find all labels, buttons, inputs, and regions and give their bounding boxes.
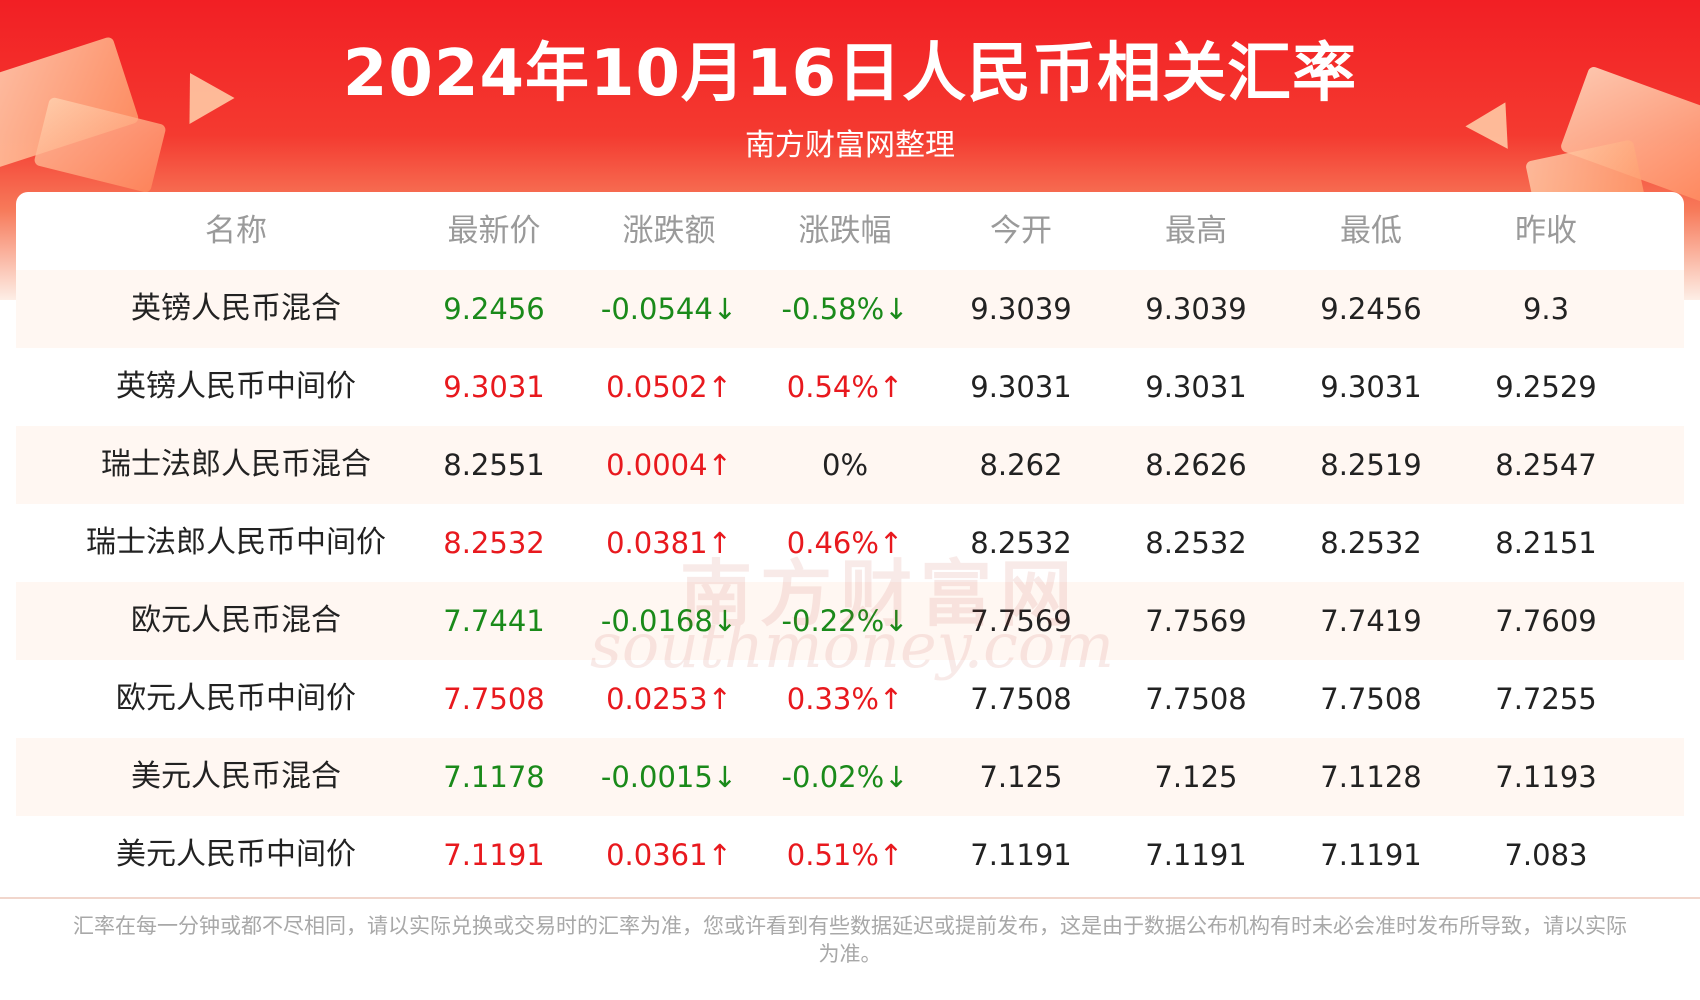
cell-high: 8.2532 <box>1145 526 1247 560</box>
cell-open: 7.125 <box>979 760 1063 794</box>
cell-high: 8.2626 <box>1145 448 1247 482</box>
cell-name: 瑞士法郎人民币混合 <box>101 447 371 482</box>
cell-previous-close: 9.3 <box>1522 292 1570 326</box>
cell-change-amount: 0.0004↑ <box>606 448 732 482</box>
cell-latest-price: 9.2456 <box>443 292 545 326</box>
cell-name: 英镑人民币混合 <box>131 291 341 326</box>
column-header-previous-close: 昨收 <box>1515 213 1577 249</box>
cell-name: 美元人民币中间价 <box>116 837 356 872</box>
page-title: 2024年10月16日人民币相关汇率 <box>342 37 1358 111</box>
cell-open: 9.3031 <box>970 370 1072 404</box>
cell-high: 7.7508 <box>1145 682 1247 716</box>
cell-high: 9.3039 <box>1145 292 1247 326</box>
cell-change-percent: 0% <box>821 448 869 482</box>
cell-change-percent: -0.02%↓ <box>781 760 909 794</box>
cell-change-percent: 0.54%↑ <box>786 370 904 404</box>
column-header-name: 名称 <box>205 213 267 249</box>
cell-high: 7.125 <box>1154 760 1238 794</box>
cell-name: 欧元人民币中间价 <box>116 681 356 716</box>
table-header-row: 名称 最新价 涨跌额 涨跌幅 今开 最高 最低 昨收 <box>16 192 1684 270</box>
table-row: 欧元人民币混合 7.7441 -0.0168↓ -0.22%↓ 7.7569 7.7569… <box>16 582 1684 660</box>
cell-open: 7.7569 <box>970 604 1072 638</box>
rates-table: 名称 最新价 涨跌额 涨跌幅 今开 最高 最低 昨收 英镑人民币混合 9.2456 -0.0544… <box>16 192 1684 897</box>
cell-low: 7.1128 <box>1320 760 1422 794</box>
cell-previous-close: 7.083 <box>1504 838 1588 872</box>
cell-low: 7.7419 <box>1320 604 1422 638</box>
table-row: 美元人民币中间价 7.1191 0.0361↑ 0.51%↑ 7.1191 7.1191 7… <box>16 816 1684 894</box>
cell-low: 9.3031 <box>1320 370 1422 404</box>
cell-low: 8.2519 <box>1320 448 1422 482</box>
table-row: 瑞士法郎人民币混合 8.2551 0.0004↑ 0% 8.262 8.2626 8.251… <box>16 426 1684 504</box>
cell-change-percent: -0.22%↓ <box>781 604 909 638</box>
cell-open: 7.1191 <box>970 838 1072 872</box>
cell-latest-price: 8.2532 <box>443 526 545 560</box>
column-header-latest-price: 最新价 <box>447 213 541 249</box>
cell-latest-price: 7.7441 <box>443 604 545 638</box>
cell-previous-close: 7.7255 <box>1495 682 1597 716</box>
table-row: 欧元人民币中间价 7.7508 0.0253↑ 0.33%↑ 7.7508 7.7508 7… <box>16 660 1684 738</box>
cell-name: 瑞士法郎人民币中间价 <box>86 525 386 560</box>
cell-change-percent: 0.51%↑ <box>786 838 904 872</box>
cell-change-amount: 0.0253↑ <box>606 682 732 716</box>
cell-open: 7.7508 <box>970 682 1072 716</box>
cell-high: 7.1191 <box>1145 838 1247 872</box>
cell-low: 7.7508 <box>1320 682 1422 716</box>
cell-latest-price: 7.7508 <box>443 682 545 716</box>
table-row: 美元人民币混合 7.1178 -0.0015↓ -0.02%↓ 7.125 7.125 7.… <box>16 738 1684 816</box>
cell-previous-close: 7.1193 <box>1495 760 1597 794</box>
column-header-low: 最低 <box>1340 213 1402 249</box>
cell-previous-close: 8.2151 <box>1495 526 1597 560</box>
divider <box>0 897 1700 899</box>
cell-change-amount: 0.0361↑ <box>606 838 732 872</box>
cell-low: 7.1191 <box>1320 838 1422 872</box>
cell-latest-price: 7.1191 <box>443 838 545 872</box>
cell-previous-close: 9.2529 <box>1495 370 1597 404</box>
cell-latest-price: 7.1178 <box>443 760 545 794</box>
cell-name: 美元人民币混合 <box>131 759 341 794</box>
page-subtitle: 南方财富网整理 <box>745 128 955 163</box>
cell-change-amount: 0.0502↑ <box>606 370 732 404</box>
cell-previous-close: 8.2547 <box>1495 448 1597 482</box>
cell-change-amount: -0.0168↓ <box>600 604 738 638</box>
cell-change-percent: 0.33%↑ <box>786 682 904 716</box>
cell-change-amount: 0.0381↑ <box>606 526 732 560</box>
cell-latest-price: 8.2551 <box>443 448 545 482</box>
cell-latest-price: 9.3031 <box>443 370 545 404</box>
cell-low: 8.2532 <box>1320 526 1422 560</box>
column-header-change-amount: 涨跌额 <box>622 213 716 249</box>
table-row: 瑞士法郎人民币中间价 8.2532 0.0381↑ 0.46%↑ 8.2532 8.253… <box>16 504 1684 582</box>
cell-change-amount: -0.0544↓ <box>600 292 738 326</box>
cell-open: 8.2532 <box>970 526 1072 560</box>
column-header-open: 今开 <box>990 213 1052 249</box>
cell-name: 英镑人民币中间价 <box>116 369 356 404</box>
cell-change-amount: -0.0015↓ <box>600 760 738 794</box>
cell-change-percent: 0.46%↑ <box>786 526 904 560</box>
cell-low: 9.2456 <box>1320 292 1422 326</box>
cell-open: 9.3039 <box>970 292 1072 326</box>
column-header-high: 最高 <box>1165 213 1227 249</box>
cell-open: 8.262 <box>979 448 1063 482</box>
cell-previous-close: 7.7609 <box>1495 604 1597 638</box>
cell-high: 9.3031 <box>1145 370 1247 404</box>
cell-high: 7.7569 <box>1145 604 1247 638</box>
cell-change-percent: -0.58%↓ <box>781 292 909 326</box>
table-row: 英镑人民币混合 9.2456 -0.0544↓ -0.58%↓ 9.3039 9.3039… <box>16 270 1684 348</box>
footnote-disclaimer: 汇率在每一分钟或都不尽相同，请以实际兑换或交易时的汇率为准，您或许看到有些数据延… <box>73 914 1627 966</box>
column-header-change-percent: 涨跌幅 <box>798 213 892 249</box>
table-row: 英镑人民币中间价 9.3031 0.0502↑ 0.54%↑ 9.3031 9.3031 9… <box>16 348 1684 426</box>
cell-name: 欧元人民币混合 <box>131 603 341 638</box>
